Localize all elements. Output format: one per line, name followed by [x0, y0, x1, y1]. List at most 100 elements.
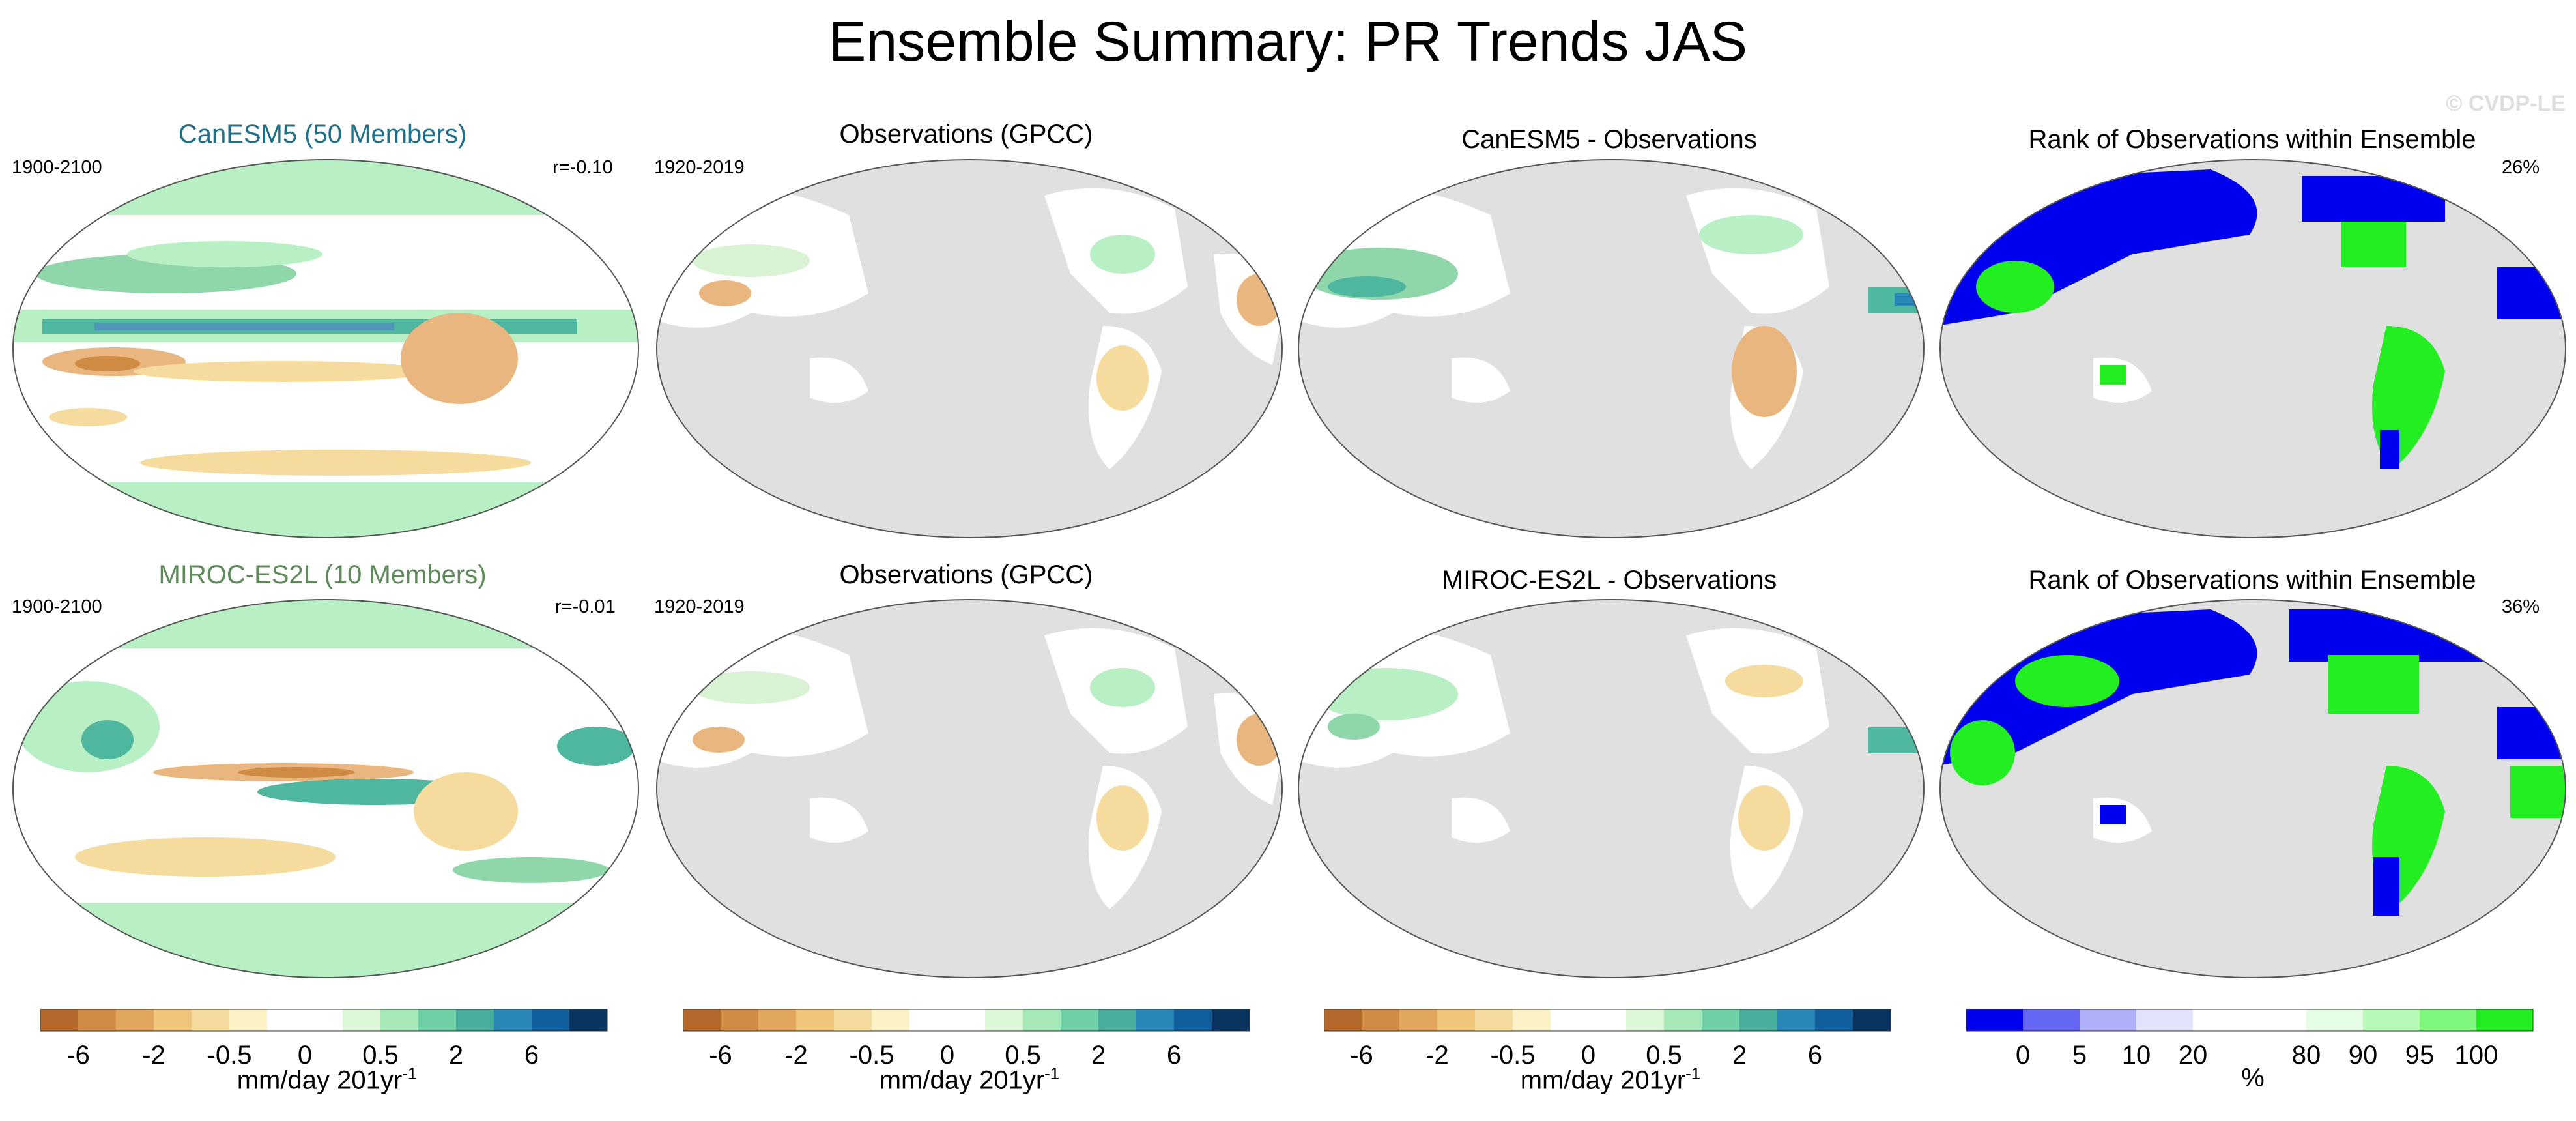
colorbar-swatch	[683, 1009, 721, 1031]
colorbar-swatch	[985, 1009, 1023, 1031]
colorbar-tick-label: 0.5	[1646, 1041, 1682, 1070]
colorbar-swatch	[2306, 1009, 2364, 1031]
colorbar-tick-label: 0	[2016, 1041, 2030, 1070]
colorbar-swatch	[1174, 1009, 1212, 1031]
colorbar-tick-label: -6	[66, 1041, 90, 1070]
colorbar-swatch	[1399, 1009, 1438, 1031]
colorbar-tick-label: 90	[2349, 1041, 2378, 1070]
colorbar-swatch	[872, 1009, 910, 1031]
colorbar-trend-diff: -6 -2 -0.5 0 0.5 2 6	[1324, 1009, 1891, 1070]
correlation-label-1: r=-0.10	[552, 157, 613, 178]
colorbar-rank: 0 5 10 20 80 90 95 100	[1966, 1009, 2534, 1070]
colorbar-swatch	[1777, 1009, 1816, 1031]
colorbar-tick-label: 100	[2455, 1041, 2498, 1070]
colorbar-swatch	[1513, 1009, 1551, 1031]
watermark: © CVDP-LE	[2446, 91, 2566, 116]
colorbar-swatch	[1098, 1009, 1137, 1031]
panel-title-diff-2: MIROC-ES2L - Observations	[1441, 566, 1777, 594]
colorbar-swatch	[1475, 1009, 1513, 1031]
colorbar-swatch	[2420, 1009, 2477, 1031]
rank-percent-2: 36%	[2502, 596, 2540, 617]
years-label-obs-1: 1920-2019	[654, 157, 745, 178]
colorbar-outline	[1966, 1009, 2534, 1032]
colorbar-swatch	[1437, 1009, 1476, 1031]
colorbar-tick-label: -6	[709, 1041, 732, 1070]
colorbar-swatch	[267, 1009, 306, 1031]
map-rank-2	[1939, 599, 2566, 978]
colorbar-swatch	[1702, 1009, 1740, 1031]
panel-title-model-2: MIROC-ES2L (10 Members)	[158, 560, 487, 589]
colorbar-tick-label: 2	[1732, 1041, 1747, 1070]
colorbar-tick-label: 2	[1091, 1041, 1106, 1070]
panel-title-model-1: CanESM5 (50 Members)	[178, 120, 467, 149]
colorbar-tick-label: 0	[1581, 1041, 1596, 1070]
colorbar-swatch	[305, 1009, 343, 1031]
map-rank-1	[1939, 159, 2566, 538]
colorbar-swatch	[2476, 1009, 2534, 1031]
colorbar-trend-obs: -6 -2 -0.5 0 0.5 2 6	[683, 1009, 1250, 1070]
colorbar-tick-label: -6	[1350, 1041, 1373, 1070]
colorbar-swatch	[834, 1009, 872, 1031]
colorbar-swatch	[116, 1009, 154, 1031]
map-model-trend-2	[12, 599, 639, 978]
years-label-model-1: 1900-2100	[12, 157, 102, 178]
colorbar-swatch	[721, 1009, 759, 1031]
colorbar-swatch	[2080, 1009, 2137, 1031]
colorbar-tick-label: 6	[1808, 1041, 1822, 1070]
colorbar-tick-label: -0.5	[207, 1041, 252, 1070]
colorbar-tick-label: 6	[524, 1041, 539, 1070]
colorbar-swatch	[2193, 1009, 2250, 1031]
colorbar-swatch	[1664, 1009, 1702, 1031]
main-title: Ensemble Summary: PR Trends JAS	[829, 10, 1747, 73]
colorbar-tick-label: -0.5	[850, 1041, 894, 1070]
colorbar-swatch	[1739, 1009, 1778, 1031]
colorbar-outline	[683, 1009, 1250, 1032]
panel-title-obs-2: Observations (GPCC)	[839, 560, 1093, 589]
map-obs-trend-1	[656, 159, 1283, 538]
colorbar-swatch	[1626, 1009, 1665, 1031]
colorbar-tick-label: 80	[2292, 1041, 2321, 1070]
colorbar-tick-label: -2	[1425, 1041, 1449, 1070]
colorbar-tick-label: 6	[1167, 1041, 1181, 1070]
colorbar-swatch	[494, 1009, 532, 1031]
rank-percent-1: 26%	[2502, 157, 2540, 178]
colorbar-swatch	[1324, 1009, 1362, 1031]
colorbar-unit-1: mm/day 201yr-1	[236, 1064, 418, 1095]
years-label-obs-2: 1920-2019	[654, 596, 745, 617]
colorbar-swatch	[380, 1009, 419, 1031]
colorbar-tick-label: 95	[2405, 1041, 2435, 1070]
colorbar-swatch	[456, 1009, 494, 1031]
colorbar-swatch	[758, 1009, 797, 1031]
colorbar-swatch	[569, 1009, 608, 1031]
colorbar-tick-label: 20	[2179, 1041, 2208, 1070]
years-label-model-2: 1900-2100	[12, 596, 102, 617]
colorbar-swatch	[1023, 1009, 1061, 1031]
colorbar-tick-label: 0.5	[362, 1041, 399, 1070]
panel-title-rank-1: Rank of Observations within Ensemble	[2028, 125, 2476, 154]
colorbar-swatch	[2023, 1009, 2080, 1031]
colorbar-tick-label: 0.5	[1005, 1041, 1041, 1070]
colorbar-swatch	[40, 1009, 79, 1031]
colorbar-swatch	[1551, 1009, 1589, 1031]
colorbar-swatch	[2136, 1009, 2194, 1031]
colorbar-swatch	[947, 1009, 986, 1031]
colorbar-swatch	[343, 1009, 381, 1031]
colorbar-swatch	[1815, 1009, 1853, 1031]
map-diff-trend-1	[1298, 159, 1925, 538]
colorbar-swatch	[229, 1009, 268, 1031]
colorbar-tick-label: 0	[298, 1041, 312, 1070]
panel-title-rank-2: Rank of Observations within Ensemble	[2028, 566, 2476, 594]
colorbar-swatch	[1136, 1009, 1175, 1031]
panel-title-diff-1: CanESM5 - Observations	[1461, 125, 1757, 154]
colorbar-swatch	[1212, 1009, 1250, 1031]
colorbar-outline	[40, 1009, 608, 1032]
colorbar-swatch	[1588, 1009, 1627, 1031]
colorbar-unit-2: mm/day 201yr-1	[879, 1064, 1060, 1095]
colorbar-swatch	[2363, 1009, 2420, 1031]
colorbar-tick-label: -0.5	[1491, 1041, 1536, 1070]
colorbar-tick-label: -2	[142, 1041, 165, 1070]
colorbar-swatch	[418, 1009, 457, 1031]
colorbar-trend-model: -6 -2 -0.5 0 0.5 2 6	[40, 1009, 608, 1070]
colorbar-swatch	[1966, 1009, 2024, 1031]
map-obs-trend-2	[656, 599, 1283, 978]
